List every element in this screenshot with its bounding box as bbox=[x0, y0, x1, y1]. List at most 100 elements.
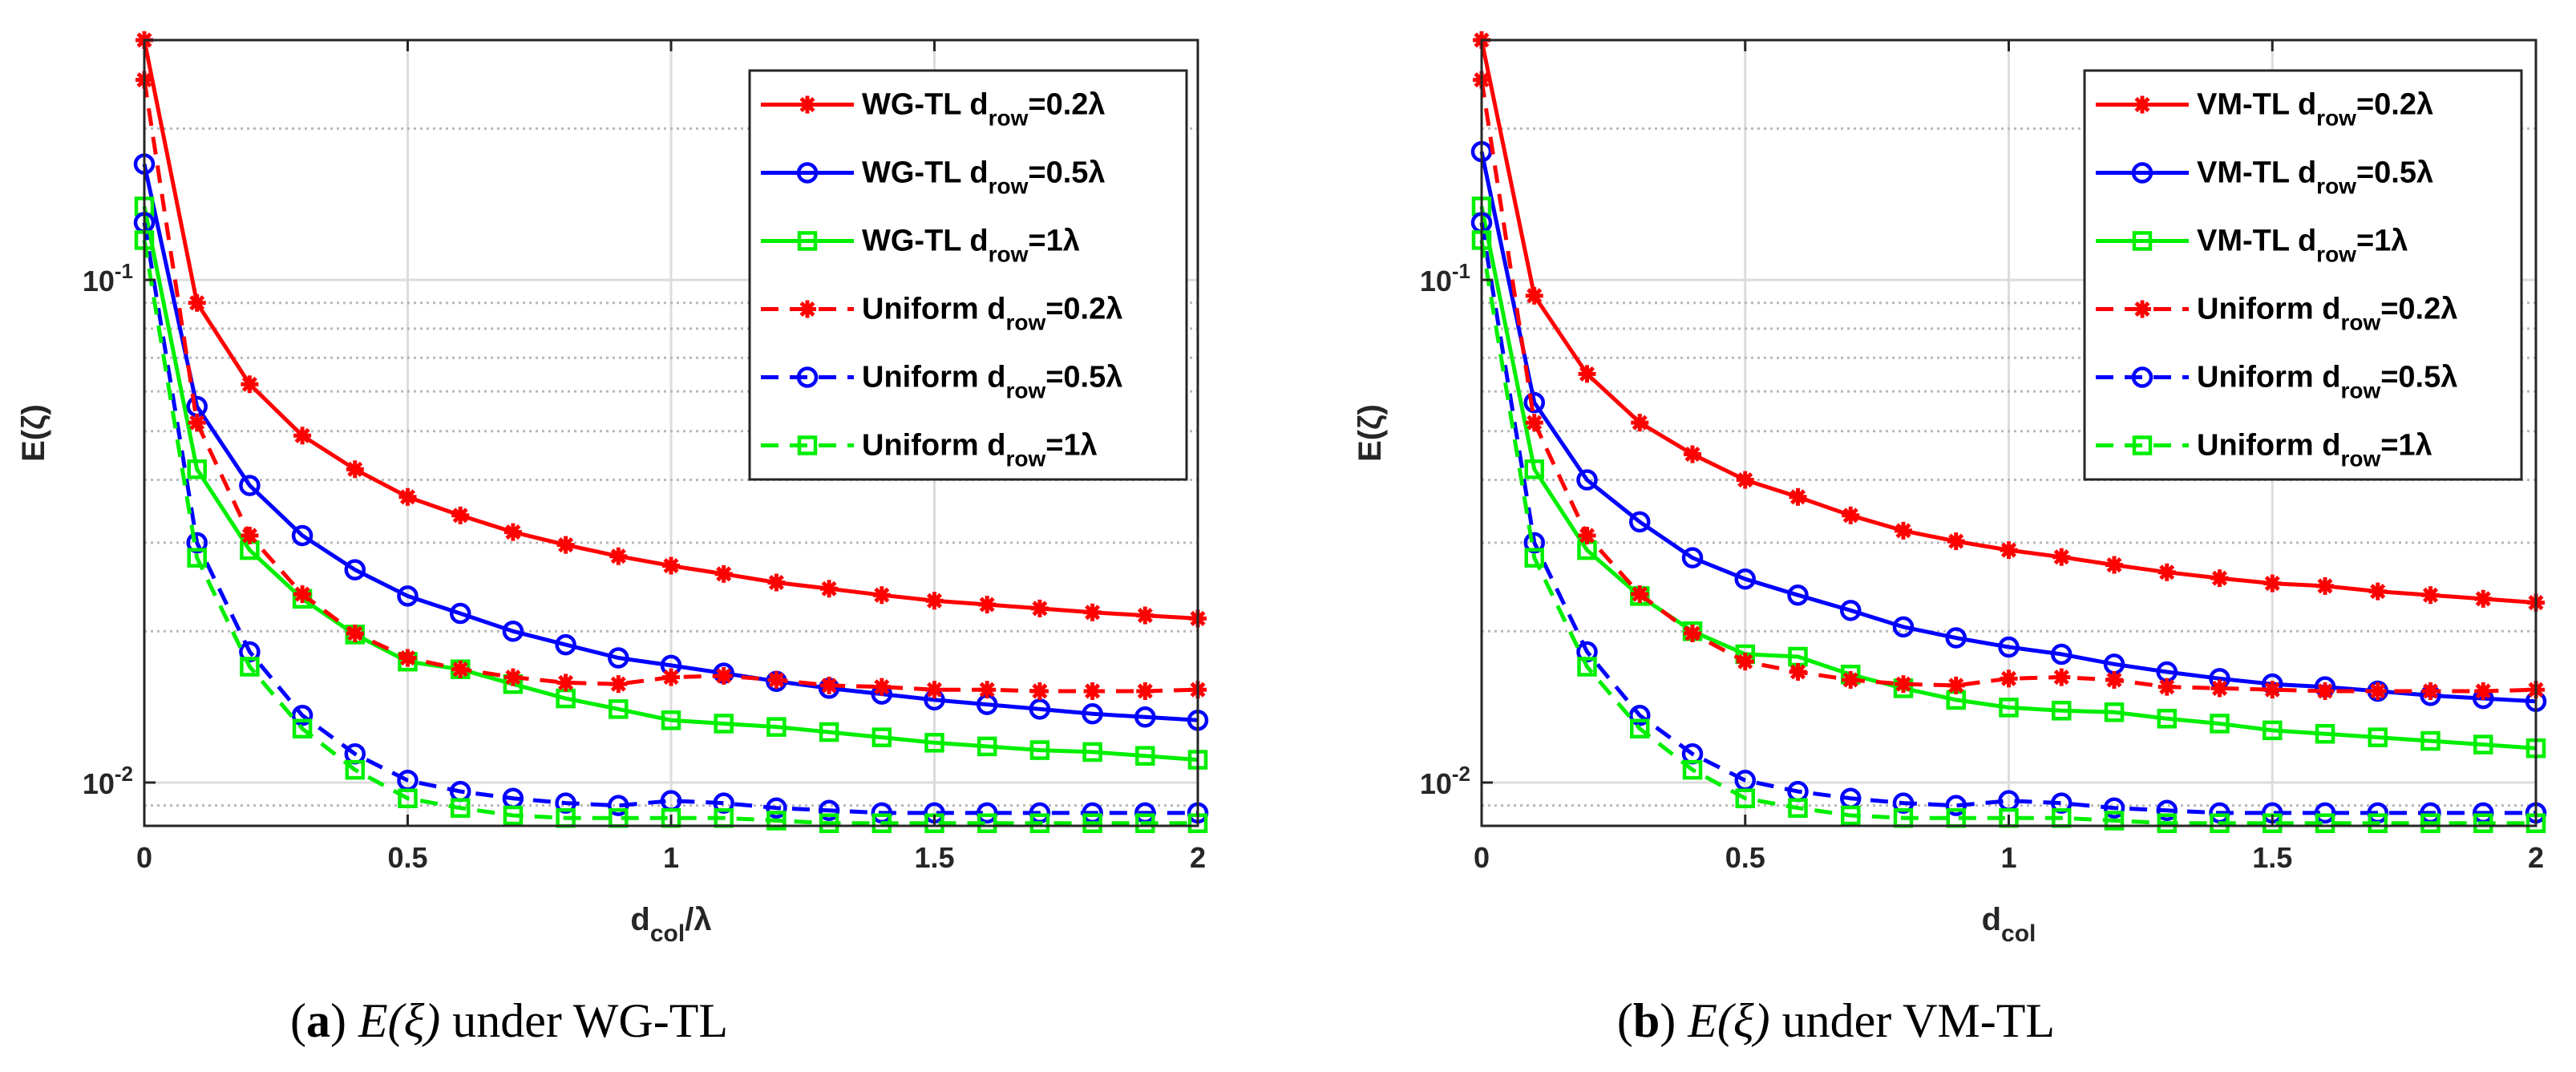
data-point bbox=[2210, 714, 2230, 734]
data-point bbox=[2210, 813, 2230, 833]
legend-entry: VM-TL drow=0.5λ bbox=[2096, 156, 2433, 199]
data-point bbox=[239, 475, 261, 496]
data-point bbox=[2052, 668, 2071, 686]
y-tick-label: 10-2 bbox=[83, 762, 133, 800]
data-point bbox=[241, 375, 259, 394]
legend-box bbox=[748, 69, 1188, 481]
marker-core bbox=[772, 676, 781, 685]
data-point bbox=[767, 671, 786, 690]
marker-core bbox=[1688, 629, 1696, 637]
data-point bbox=[2104, 811, 2125, 831]
series-line bbox=[142, 164, 1199, 722]
data-point bbox=[2315, 813, 2335, 833]
marker-core bbox=[2321, 686, 2329, 695]
data-point bbox=[1135, 813, 1155, 833]
data-point bbox=[871, 727, 892, 747]
chart-panel-a: 0 0.5 1 1.5 2 10-1 10-2 dcol/λ E(ζ) WG-TL drow=0.… bbox=[16, 31, 1209, 947]
marker-core bbox=[1088, 608, 1097, 617]
data-point bbox=[1895, 675, 1912, 694]
legend-marker bbox=[2131, 366, 2153, 388]
data-point bbox=[1681, 547, 1704, 568]
data-point bbox=[1523, 391, 1545, 414]
marker-core bbox=[456, 511, 465, 520]
legend-entry: WG-TL drow=0.5λ bbox=[761, 156, 1106, 199]
data-point bbox=[820, 580, 839, 598]
legend-entry: Uniform drow=0.2λ bbox=[2096, 293, 2457, 335]
data-point bbox=[2051, 792, 2073, 814]
marker-core bbox=[192, 419, 201, 427]
data-point bbox=[925, 681, 944, 699]
marker-core bbox=[1636, 419, 1644, 427]
data-point bbox=[872, 678, 891, 696]
marker-core bbox=[772, 578, 781, 587]
legend-label: Uniform drow=0.2λ bbox=[2197, 293, 2457, 335]
legend-label: VM-TL drow=1λ bbox=[2197, 225, 2408, 267]
data-point bbox=[397, 585, 419, 607]
data-point bbox=[2368, 582, 2387, 601]
data-point bbox=[766, 811, 787, 831]
x-tick-label: 0 bbox=[1474, 841, 1490, 874]
marker-core bbox=[2057, 673, 2066, 682]
legend-label: WG-TL drow=0.2λ bbox=[862, 88, 1106, 131]
x-axis-label: dcol bbox=[1982, 902, 2036, 947]
marker-core bbox=[719, 671, 728, 680]
data-point bbox=[1524, 548, 1544, 568]
data-point bbox=[2157, 563, 2176, 581]
data-point bbox=[1525, 414, 1543, 432]
marker-core bbox=[2162, 682, 2171, 691]
data-point bbox=[1631, 414, 1649, 432]
legend-marker bbox=[796, 366, 819, 388]
data-point bbox=[1947, 676, 1965, 694]
marker-core bbox=[1741, 657, 1749, 666]
legend: WG-TL drow=0.2λ WG-TL drow=0.5λ WG-TL drow… bbox=[748, 69, 1188, 481]
data-point bbox=[2105, 556, 2123, 574]
data-point bbox=[1030, 599, 1049, 617]
x-tick-label: 1 bbox=[2000, 841, 2016, 874]
legend-label: VM-TL drow=0.5λ bbox=[2197, 156, 2433, 199]
data-point bbox=[2314, 802, 2336, 824]
data-point bbox=[661, 710, 681, 730]
marker-core bbox=[825, 585, 834, 593]
data-point bbox=[820, 676, 839, 694]
data-point bbox=[766, 717, 787, 737]
marker-core bbox=[930, 686, 939, 694]
data-point bbox=[2052, 548, 2071, 566]
data-point bbox=[1030, 682, 1049, 700]
data-point bbox=[1840, 600, 1862, 621]
marker-core bbox=[456, 665, 465, 674]
marker-core bbox=[2479, 594, 2488, 603]
y-tick-label: 10-1 bbox=[1420, 259, 1470, 297]
marker-core bbox=[614, 680, 623, 689]
data-point bbox=[1029, 813, 1050, 833]
data-point bbox=[451, 506, 470, 524]
x-tick-label: 0 bbox=[136, 841, 152, 874]
data-point bbox=[1842, 506, 1860, 524]
data-point bbox=[977, 736, 997, 757]
data-point bbox=[187, 459, 207, 479]
marker-core bbox=[1793, 492, 1802, 501]
data-point bbox=[2156, 799, 2178, 822]
data-point bbox=[1082, 742, 1102, 763]
data-point bbox=[714, 564, 733, 583]
marker-core bbox=[2426, 591, 2435, 600]
data-point bbox=[1736, 471, 1754, 489]
legend-marker bbox=[2131, 162, 2153, 184]
data-point bbox=[819, 813, 839, 833]
data-point bbox=[2474, 682, 2493, 700]
legend-entry: VM-TL drow=0.2λ bbox=[2096, 88, 2433, 131]
legend-entry: Uniform drow=0.5λ bbox=[761, 361, 1122, 403]
data-point bbox=[2368, 727, 2388, 747]
marker-core bbox=[2138, 305, 2146, 314]
data-point bbox=[1895, 521, 1912, 540]
y-tick-label: 10-1 bbox=[83, 259, 133, 297]
data-point bbox=[293, 427, 312, 445]
data-point bbox=[2315, 723, 2335, 744]
marker-core bbox=[667, 561, 675, 570]
legend-label: Uniform drow=1λ bbox=[862, 429, 1098, 471]
data-point bbox=[1735, 788, 1755, 808]
y-tick-label: 10-2 bbox=[1420, 762, 1470, 800]
marker-core bbox=[350, 629, 359, 637]
data-point bbox=[925, 592, 944, 610]
data-point bbox=[1134, 706, 1156, 728]
marker-core bbox=[1951, 681, 1960, 690]
